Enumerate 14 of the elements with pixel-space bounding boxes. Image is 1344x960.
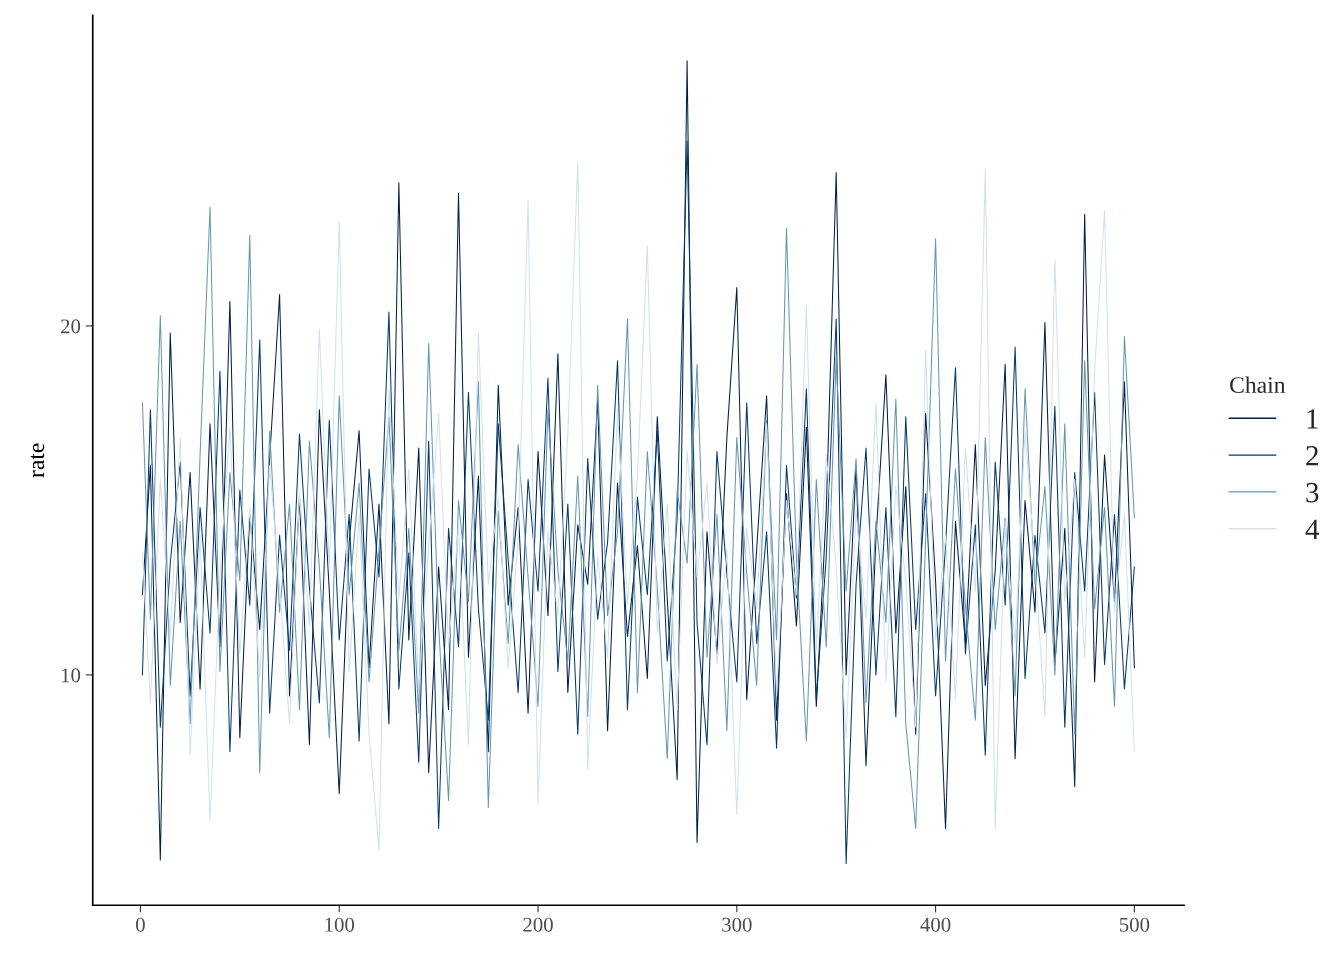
y-tick-label: 10 bbox=[61, 668, 81, 683]
legend-label: 3 bbox=[1306, 482, 1319, 503]
y-tick-label: 20 bbox=[61, 319, 81, 334]
legend-title: Chain bbox=[1230, 376, 1286, 394]
x-tick-label: 100 bbox=[325, 917, 355, 932]
y-axis-title: rate bbox=[30, 443, 45, 478]
x-tick-label: 200 bbox=[523, 917, 553, 932]
legend-label: 4 bbox=[1305, 519, 1320, 539]
x-tick-label: 300 bbox=[722, 917, 752, 932]
legend-label: 2 bbox=[1306, 445, 1318, 466]
x-tick-label: 0 bbox=[136, 917, 145, 932]
legend-label: 1 bbox=[1307, 409, 1318, 429]
x-tick-label: 400 bbox=[920, 917, 951, 932]
x-tick-label: 500 bbox=[1119, 917, 1150, 932]
